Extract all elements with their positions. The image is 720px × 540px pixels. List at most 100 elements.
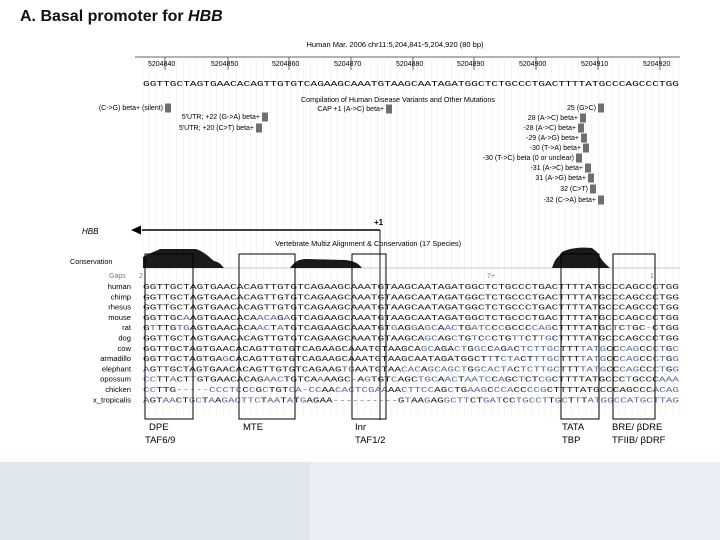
variant-bar <box>585 163 591 173</box>
slide-title: A. Basal promoter for HBB <box>20 8 223 26</box>
promoter-element-factor: TBP <box>562 435 580 446</box>
hbb-direction-arrow <box>131 225 141 235</box>
promoter-element-boxes <box>144 253 656 420</box>
species-label: chicken <box>105 385 131 394</box>
variant-label: -28 (A->C) beta+ <box>523 125 576 132</box>
promoter-element-box <box>560 253 600 420</box>
promoter-element-name: TATA <box>562 422 585 433</box>
species-label: rhesus <box>108 303 131 312</box>
variants-track-title: Compilation of Human Disease Variants an… <box>301 95 495 104</box>
variant-label: 32 (C>T) <box>560 186 588 193</box>
variant-bar <box>578 123 584 133</box>
species-label: x_tropicalis <box>93 395 131 404</box>
variant-bar <box>262 112 268 122</box>
gap-mark-7plus: 7+ <box>487 273 495 280</box>
assembly-label: Human Mar. 2006 chr11:5,204,841-5,204,92… <box>306 40 484 49</box>
promoter-element-factor: TFIIB/ βDRF <box>612 435 666 446</box>
tss-plus-one: +1 <box>374 218 384 227</box>
ruler-label: 5204890 <box>457 61 484 68</box>
conservation-label: Conservation <box>70 257 112 266</box>
variant-bar <box>588 173 594 183</box>
variant-bar <box>580 113 586 123</box>
ruler-label: 5204900 <box>519 61 546 68</box>
variant-bar <box>581 133 587 143</box>
base-ruler-ticks: 5204840 5204850 5204860 5204870 5204880 52048… <box>148 57 670 70</box>
title-prefix: A. Basal promoter for <box>20 8 189 25</box>
variant-label: 31 (A->G) beta+ <box>535 175 586 182</box>
species-label: chimp <box>111 292 131 301</box>
variant-label: 28 (A->C) beta+ <box>528 115 578 122</box>
ruler-label: 5204920 <box>643 61 670 68</box>
variant-label: -29 (A->G) beta+ <box>526 135 579 142</box>
variant-bar <box>598 195 604 205</box>
conservation-peak <box>143 249 224 268</box>
promoter-element-box <box>238 253 296 420</box>
promoter-element-box <box>351 253 387 420</box>
variant-bar <box>590 184 596 194</box>
variant-label: 5'UTR; +20 (C>T) beta+ <box>179 125 254 132</box>
vertical-guides <box>142 60 680 415</box>
reference-sequence: GGTTGCTAGTGAACACAGTTGTGTCAGAAGCAAATGTAAG… <box>143 81 680 89</box>
promoter-element-box <box>144 253 194 420</box>
species-label: human <box>108 282 131 291</box>
variant-bar <box>583 143 589 153</box>
ruler-label: 5204850 <box>211 61 238 68</box>
ruler-label: 5204910 <box>581 61 608 68</box>
variant-bar <box>256 123 262 133</box>
promoter-element-labels: DPE TAF6/9 MTE Inr TAF1/2 TATA TBP BRE/ βDRE TFI… <box>145 422 666 446</box>
conservation-peak <box>552 247 610 268</box>
ruler-label: 5204860 <box>272 61 299 68</box>
variant-bar <box>598 103 604 113</box>
promoter-element-name: DPE <box>149 422 169 433</box>
species-label: cow <box>117 344 131 353</box>
promoter-element-name: MTE <box>243 422 263 433</box>
promoter-element-factor: TAF6/9 <box>145 435 175 446</box>
multiz-title: Vertebrate Multiz Alignment & Conservati… <box>275 239 461 248</box>
gap-mark-2: 2 <box>139 273 143 280</box>
variant-label: -30 (T->C) beta (0 or unclear) <box>483 155 574 162</box>
gap-mark-1: 1 <box>650 273 654 280</box>
footer-band-light <box>310 462 720 540</box>
variant-bar <box>386 104 392 114</box>
ruler-label: 5204870 <box>334 61 361 68</box>
conservation-peak <box>290 259 362 268</box>
variant-label: 25 (G>C) <box>567 105 596 112</box>
ruler-label: 5204840 <box>148 61 175 68</box>
variant-label: -31 (A->C) beta+ <box>530 165 583 172</box>
species-label: armadillo <box>100 354 131 363</box>
variant-bar <box>576 153 582 163</box>
species-label: opossum <box>100 375 131 384</box>
species-label: rat <box>122 323 132 332</box>
variant-label: CAP +1 (A->C) beta+ <box>317 106 384 113</box>
multiz-alignment: human G G T T G C T A G T G A A C A C A G T T G T G T C A G A A G C A A A T… <box>93 282 680 405</box>
variants-track: (C->G) beta+ (silent) 5'UTR; +22 (G->A) b… <box>99 103 604 205</box>
ruler-label: 5204880 <box>396 61 423 68</box>
species-label: mouse <box>108 313 131 322</box>
species-label: dog <box>118 334 131 343</box>
variant-label: 5'UTR; +22 (G->A) beta+ <box>182 114 260 121</box>
promoter-element-factor: TAF1/2 <box>355 435 385 446</box>
variant-label: -30 (T->A) beta+ <box>530 145 581 152</box>
promoter-element-box <box>612 253 656 420</box>
variant-label: -32 (C->A) beta+ <box>543 197 596 204</box>
variant-bar <box>165 103 171 113</box>
hbb-gene-label: HBB <box>82 227 99 236</box>
promoter-element-name: Inr <box>355 422 366 433</box>
title-gene: HBB <box>188 8 223 25</box>
promoter-element-name: BRE/ βDRE <box>612 422 662 433</box>
species-label: elephant <box>102 364 132 373</box>
gaps-label: Gaps <box>109 273 126 280</box>
